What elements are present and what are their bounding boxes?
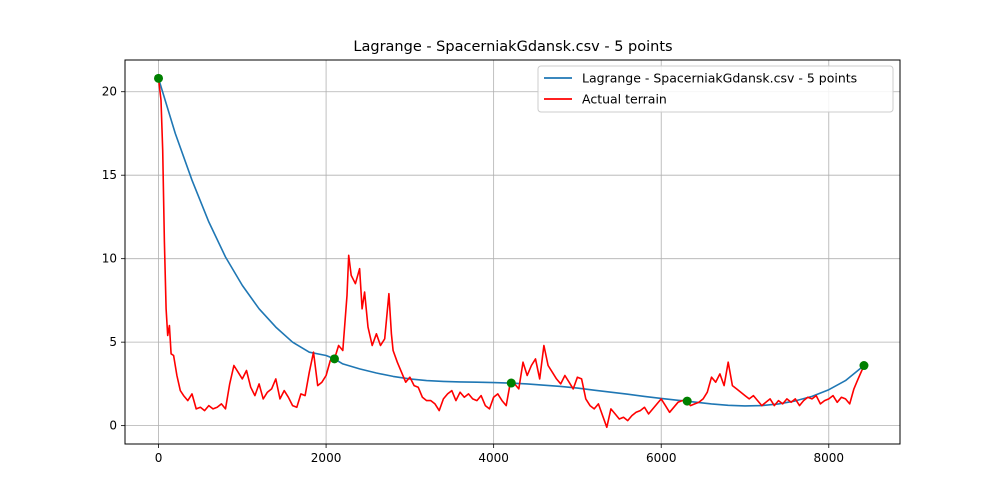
interpolation-node-marker: [682, 396, 692, 406]
ticks: 0 2000 4000 6000 8000 0 5 10 15 20: [102, 85, 844, 465]
y-tick-label: 10: [102, 252, 117, 266]
x-tick-label: 8000: [814, 451, 845, 465]
y-tick-label: 20: [102, 85, 117, 99]
interpolation-node-marker: [329, 354, 339, 364]
axes-frame: [124, 59, 901, 445]
interpolation-node-marker: [506, 378, 516, 388]
legend-label: Lagrange - SpacerniakGdansk.csv - 5 poin…: [582, 71, 857, 86]
legend-box: [537, 65, 894, 113]
y-tick-label: 0: [109, 419, 117, 433]
actual-terrain-line: [157, 78, 865, 429]
y-tick-label: 5: [109, 335, 117, 349]
interpolation-node-marker: [859, 361, 869, 371]
x-tick-label: 2000: [311, 451, 342, 465]
marker-layer: [154, 73, 869, 406]
legend-label: Actual terrain: [582, 92, 667, 107]
x-tick-label: 0: [155, 451, 163, 465]
x-tick-label: 4000: [478, 451, 509, 465]
chart-title: Lagrange - SpacerniakGdansk.csv - 5 poin…: [353, 39, 672, 55]
y-tick-label: 15: [102, 168, 117, 182]
interpolation-node-marker: [154, 73, 164, 83]
legend: Lagrange - SpacerniakGdansk.csv - 5 poin…: [537, 65, 894, 113]
x-tick-label: 6000: [646, 451, 677, 465]
plot-area: [154, 73, 869, 429]
